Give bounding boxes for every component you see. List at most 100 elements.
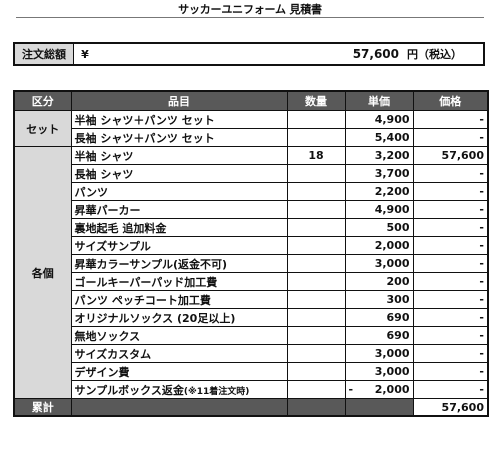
unit-price-cell: 3,000 bbox=[344, 254, 414, 273]
table-row: サイズサンプル 2,000 - bbox=[14, 236, 489, 255]
price-cell: 57,600 bbox=[412, 146, 489, 165]
table-row: パンツ 2,200 - bbox=[14, 182, 489, 201]
item-cell: サイズカスタム bbox=[70, 344, 288, 363]
item-cell: サイズサンプル bbox=[70, 236, 288, 255]
unit-price-cell: 3,700 bbox=[344, 164, 414, 183]
item-note: (※11着注文時) bbox=[183, 386, 250, 397]
item-cell: パンツ ペッチコート加工費 bbox=[70, 290, 288, 309]
header-item: 品目 bbox=[70, 90, 288, 111]
qty-cell[interactable] bbox=[286, 236, 346, 255]
header-price: 価格 bbox=[412, 90, 489, 111]
negative-sign: - bbox=[348, 383, 354, 396]
table-row: サンプルボックス返金(※11着注文時) -2,000 - bbox=[14, 380, 489, 399]
sum-empty-cell bbox=[70, 398, 288, 417]
table-row: 裏地起毛 追加料金 500 - bbox=[14, 218, 489, 237]
header-unit-price: 単価 bbox=[344, 90, 414, 111]
unit-price-cell: 3,000 bbox=[344, 362, 414, 381]
table-row: ゴールキーパーパッド加工費 200 - bbox=[14, 272, 489, 291]
price-cell: - bbox=[412, 254, 489, 273]
price-cell: - bbox=[412, 308, 489, 327]
unit-price-cell: 500 bbox=[344, 218, 414, 237]
order-total-amount: 57,600 bbox=[352, 47, 399, 61]
item-cell: 昇華カラーサンプル(返金不可) bbox=[70, 254, 288, 273]
table-row: 無地ソックス 690 - bbox=[14, 326, 489, 345]
price-cell: - bbox=[412, 272, 489, 291]
price-cell: - bbox=[412, 110, 489, 129]
price-cell: - bbox=[412, 182, 489, 201]
page-title: サッカーユニフォーム 見積書 bbox=[178, 3, 322, 16]
category-cell-individual: 各個 bbox=[13, 146, 72, 399]
price-cell: - bbox=[412, 290, 489, 309]
table-row: パンツ ペッチコート加工費 300 - bbox=[14, 290, 489, 309]
price-cell: - bbox=[412, 380, 489, 399]
qty-cell[interactable] bbox=[286, 200, 346, 219]
table-row: サイズカスタム 3,000 - bbox=[14, 344, 489, 363]
table-row: デザイン費 3,000 - bbox=[14, 362, 489, 381]
qty-cell[interactable] bbox=[286, 254, 346, 273]
estimate-table: 区分 品目 数量 単価 価格 セット 半袖 シャツ＋パンツ セット 4,900 … bbox=[13, 90, 489, 417]
table-row: オリジナルソックス (20足以上) 690 - bbox=[14, 308, 489, 327]
item-cell: オリジナルソックス (20足以上) bbox=[70, 308, 288, 327]
price-cell: - bbox=[412, 362, 489, 381]
unit-price-cell: 4,900 bbox=[344, 200, 414, 219]
qty-cell[interactable] bbox=[286, 164, 346, 183]
order-total-box: 注文総額 ¥ 57,600 円（税込） bbox=[13, 42, 485, 66]
order-total-unit: 円（税込） bbox=[407, 48, 462, 61]
header-quantity: 数量 bbox=[286, 90, 346, 111]
table-row: セット 半袖 シャツ＋パンツ セット 4,900 - bbox=[13, 110, 489, 147]
item-cell: 昇華パーカー bbox=[70, 200, 288, 219]
qty-cell[interactable] bbox=[286, 110, 346, 129]
sum-empty-cell bbox=[286, 398, 346, 417]
unit-price-cell: 2,200 bbox=[344, 182, 414, 201]
title-underline bbox=[16, 17, 484, 18]
qty-cell[interactable] bbox=[286, 344, 346, 363]
price-cell: - bbox=[412, 164, 489, 183]
qty-cell[interactable] bbox=[286, 326, 346, 345]
qty-cell[interactable] bbox=[286, 290, 346, 309]
table-header-row: 区分 品目 数量 単価 価格 bbox=[13, 90, 489, 111]
qty-cell[interactable] bbox=[286, 362, 346, 381]
item-cell: 半袖 シャツ bbox=[70, 146, 288, 165]
qty-cell[interactable] bbox=[286, 182, 346, 201]
item-cell: デザイン費 bbox=[70, 362, 288, 381]
unit-price-cell: 200 bbox=[344, 272, 414, 291]
category-cell-set: セット bbox=[13, 110, 72, 147]
item-cell: サンプルボックス返金(※11着注文時) bbox=[70, 380, 288, 399]
price-cell: - bbox=[412, 326, 489, 345]
order-total-label: 注文総額 bbox=[15, 44, 74, 64]
qty-cell[interactable]: 18 bbox=[286, 146, 346, 165]
table-row: 各個 半袖 シャツ 18 3,200 57,600 bbox=[13, 146, 489, 399]
qty-cell[interactable] bbox=[286, 272, 346, 291]
table-row: 昇華パーカー 4,900 - bbox=[14, 200, 489, 219]
qty-cell[interactable] bbox=[286, 218, 346, 237]
table-row: 昇華カラーサンプル(返金不可) 3,000 - bbox=[14, 254, 489, 273]
sum-empty-cell bbox=[344, 398, 414, 417]
unit-price-cell: 300 bbox=[344, 290, 414, 309]
price-cell: - bbox=[412, 344, 489, 363]
item-cell: 半袖 シャツ＋パンツ セット bbox=[70, 110, 288, 129]
price-cell: - bbox=[412, 236, 489, 255]
table-row: 長袖 シャツ 3,700 - bbox=[14, 164, 489, 183]
table-row: 長袖 シャツ＋パンツ セット 5,400 - bbox=[14, 128, 489, 147]
price-cell: - bbox=[412, 128, 489, 147]
unit-price-cell: 690 bbox=[344, 326, 414, 345]
unit-price-cell: 3,000 bbox=[344, 344, 414, 363]
unit-price-cell: - 2,000 bbox=[344, 380, 414, 399]
unit-price-cell: 5,400 bbox=[344, 128, 414, 147]
item-cell: ゴールキーパーパッド加工費 bbox=[70, 272, 288, 291]
item-cell: 無地ソックス bbox=[70, 326, 288, 345]
item-cell: 長袖 シャツ bbox=[70, 164, 288, 183]
unit-price-value: 2,000 bbox=[374, 383, 410, 396]
item-cell: 長袖 シャツ＋パンツ セット bbox=[70, 128, 288, 147]
header-category: 区分 bbox=[13, 90, 72, 111]
currency-symbol: ¥ bbox=[81, 47, 89, 61]
item-label: サンプルボックス返金 bbox=[74, 383, 184, 397]
price-cell: - bbox=[412, 200, 489, 219]
item-cell: 裏地起毛 追加料金 bbox=[70, 218, 288, 237]
sum-label: 累計 bbox=[13, 398, 72, 417]
qty-cell[interactable] bbox=[286, 380, 346, 399]
qty-cell[interactable] bbox=[286, 128, 346, 147]
qty-cell[interactable] bbox=[286, 308, 346, 327]
price-cell: - bbox=[412, 218, 489, 237]
unit-price-cell: 4,900 bbox=[344, 110, 414, 129]
